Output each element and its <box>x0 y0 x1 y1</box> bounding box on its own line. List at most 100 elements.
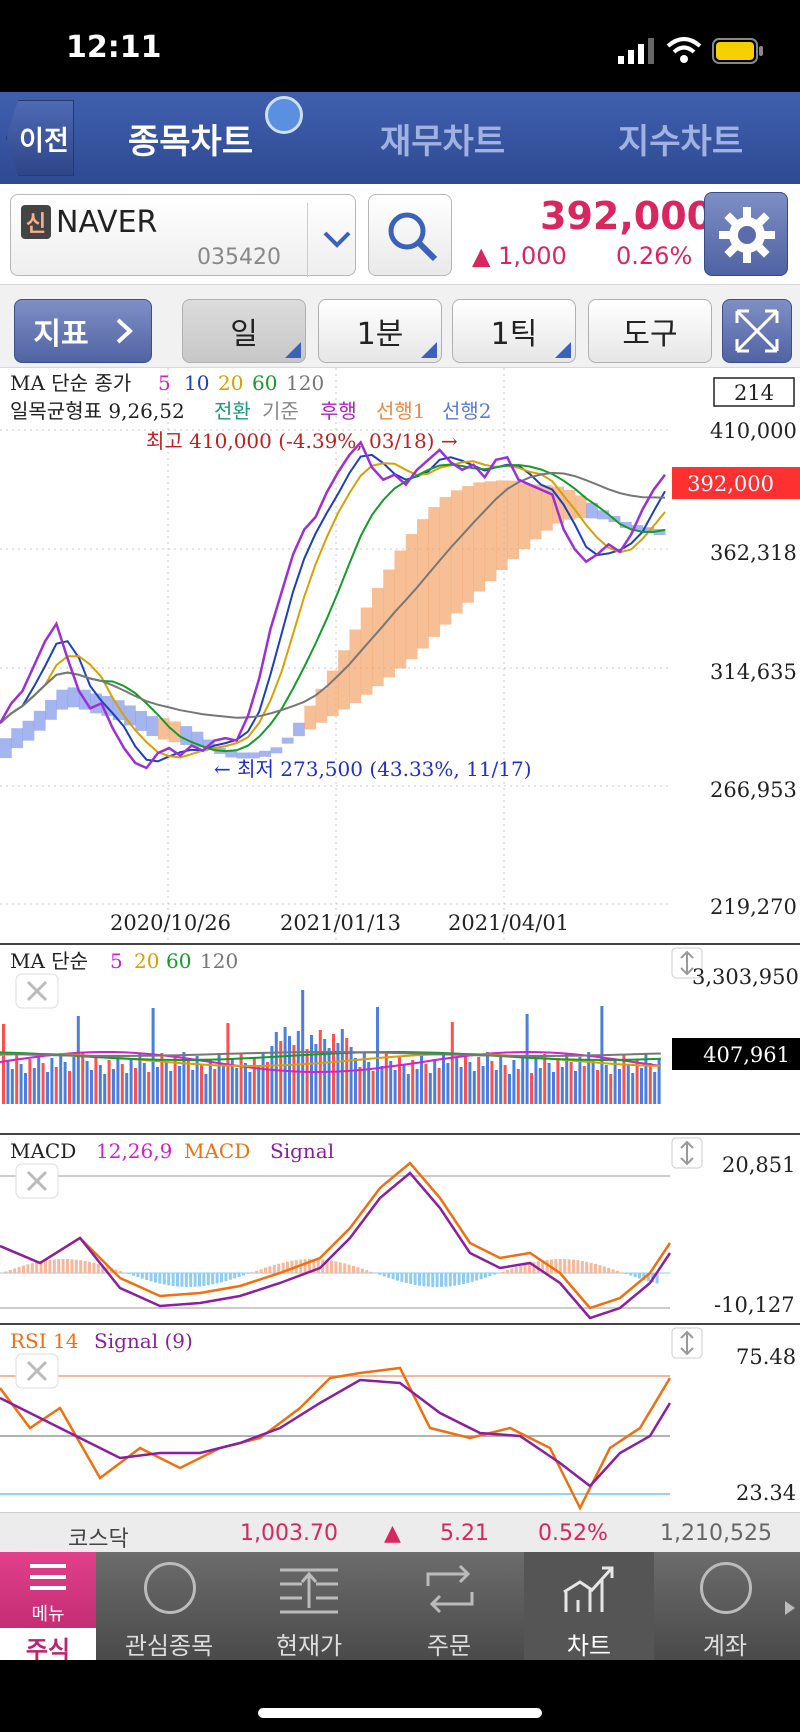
stock-name: NAVER <box>56 205 158 240</box>
macd-histogram-bar <box>558 1259 562 1273</box>
volume-bar <box>6 1060 10 1104</box>
volume-bar <box>503 1065 507 1104</box>
index-name: 코스닥 <box>68 1527 129 1552</box>
home-indicator[interactable] <box>258 1708 542 1718</box>
ma-legend-120: 120 <box>286 371 324 395</box>
indicator-button[interactable]: 지표 <box>14 299 152 363</box>
macd-histogram-bar <box>312 1259 316 1273</box>
macd-histogram-bar <box>167 1273 171 1286</box>
search-button[interactable] <box>368 194 452 276</box>
volume-bar <box>301 990 305 1104</box>
close-panel-icon[interactable] <box>15 1353 59 1389</box>
nav-account[interactable]: 계좌 <box>660 1552 790 1660</box>
search-icon <box>388 212 438 262</box>
macd-histogram-bar <box>184 1273 188 1287</box>
nav-chart[interactable]: 차트 <box>524 1552 654 1660</box>
period-tick-label: 1틱 <box>490 317 538 352</box>
count-box-value: 214 <box>734 381 774 405</box>
resize-handle-icon[interactable] <box>671 1137 703 1169</box>
market-index-bar[interactable]: 코스닥 1,003.70 ▲ 5.21 0.52% 1,210,525 <box>0 1512 800 1552</box>
nav-stock[interactable]: 메뉴 주식 <box>0 1552 96 1664</box>
ichimoku-cloud-segment <box>383 569 395 678</box>
volume-bar <box>525 1014 529 1104</box>
x-tick-2: 2021/04/01 <box>448 911 569 935</box>
close-panel-icon[interactable] <box>15 973 59 1009</box>
up-arrow-icon: ▲ <box>384 1521 401 1546</box>
volume-legend-20: 20 <box>134 949 159 973</box>
refresh-badge-icon <box>265 96 303 134</box>
ichimoku-cloud-segment <box>123 705 136 726</box>
macd-histogram-bar <box>193 1273 197 1287</box>
macd-histogram-bar <box>233 1273 237 1279</box>
macd-legend-title: MACD <box>10 1139 76 1163</box>
top-tab-bar: 이전 종목차트 재무차트 지수차트 <box>0 92 800 184</box>
nav-order[interactable]: 주문 <box>380 1552 518 1660</box>
stock-selector[interactable]: 신 NAVER 035420 <box>10 194 356 277</box>
macd-histogram-bar <box>418 1273 421 1286</box>
tools-button[interactable]: 도구 <box>588 299 712 363</box>
volume-bar <box>332 1034 335 1104</box>
period-day-button[interactable]: 일 <box>182 299 306 363</box>
index-change-pct: 0.52% <box>538 1521 608 1546</box>
volume-legend-60: 60 <box>166 949 191 973</box>
macd-histogram-bar <box>448 1273 452 1287</box>
stock-chart[interactable]: MA 단순 종가 5 10 20 60 120 일목균형표 9,26,52 전환… <box>0 368 800 1512</box>
macd-histogram-bar <box>13 1268 17 1273</box>
macd-histogram-bar <box>92 1262 96 1273</box>
ichimoku-cloud-segment <box>597 510 610 520</box>
macd-histogram-bar <box>470 1273 474 1282</box>
volume-bar <box>107 1060 111 1104</box>
ichimoku-cloud-segment <box>552 486 565 524</box>
macd-histogram-bar <box>484 1273 487 1278</box>
volume-bar <box>468 1062 472 1104</box>
volume-bar <box>565 1053 569 1104</box>
volume-bar <box>182 1052 186 1104</box>
macd-histogram-bar <box>510 1268 514 1273</box>
macd-histogram-bar <box>127 1273 131 1275</box>
ichimoku-cloud-segment <box>33 710 46 731</box>
macd-histogram-bar <box>198 1273 201 1287</box>
settings-button[interactable] <box>704 192 788 276</box>
macd-histogram-bar <box>382 1273 386 1277</box>
nav-current-price[interactable]: 현재가 <box>240 1552 378 1660</box>
back-button[interactable]: 이전 <box>6 100 74 176</box>
macd-histogram-bar <box>532 1262 536 1273</box>
tab-index-chart[interactable]: 지수차트 <box>618 122 744 162</box>
tab-stock-chart[interactable]: 종목차트 <box>128 122 254 162</box>
rsi-y-tick-1: 23.34 <box>736 1481 796 1505</box>
ichimoku-cloud-segment <box>112 700 125 721</box>
volume-bar <box>103 1074 107 1104</box>
resize-handle-icon[interactable] <box>671 1327 703 1359</box>
expand-button[interactable] <box>722 299 792 363</box>
nav-watchlist[interactable]: 관심종목 <box>100 1552 238 1660</box>
chevron-right-icon[interactable] <box>784 1600 796 1616</box>
period-tick-button[interactable]: 1틱 <box>452 299 576 363</box>
ichimoku-cloud-segment <box>56 689 69 710</box>
won-icon <box>700 1562 752 1614</box>
volume-bar <box>591 1061 595 1104</box>
volume-bar <box>433 1059 437 1104</box>
volume-bar <box>292 1045 296 1104</box>
period-minute-button[interactable]: 1분 <box>318 299 442 363</box>
macd-histogram-bar <box>154 1273 157 1283</box>
y-tick-3: 266,953 <box>710 778 797 802</box>
macd-histogram-bar <box>576 1260 580 1273</box>
macd-histogram-bar <box>255 1270 259 1273</box>
chevron-down-icon[interactable] <box>307 203 365 277</box>
battery-icon <box>712 38 763 64</box>
volume-bar <box>85 1061 89 1104</box>
resize-handle-icon[interactable] <box>671 947 703 979</box>
macd-histogram-bar <box>162 1273 166 1285</box>
close-panel-icon[interactable] <box>15 1163 59 1199</box>
macd-histogram-bar <box>48 1259 52 1273</box>
tab-financial-chart[interactable]: 재무차트 <box>380 122 506 162</box>
macd-histogram-bar <box>202 1273 206 1286</box>
nav-chart-label: 차트 <box>566 1632 612 1660</box>
macd-legend-params: 12,26,9 <box>96 1139 172 1163</box>
volume-bar <box>640 1068 643 1104</box>
ichimoku-legend-lagging: 후행 <box>320 399 357 423</box>
volume-bar <box>494 1070 498 1104</box>
ichimoku-cloud-segment <box>541 485 553 531</box>
ichimoku-legend-title: 일목균형표 9,26,52 <box>10 399 185 423</box>
macd-histogram-bar <box>519 1265 523 1273</box>
